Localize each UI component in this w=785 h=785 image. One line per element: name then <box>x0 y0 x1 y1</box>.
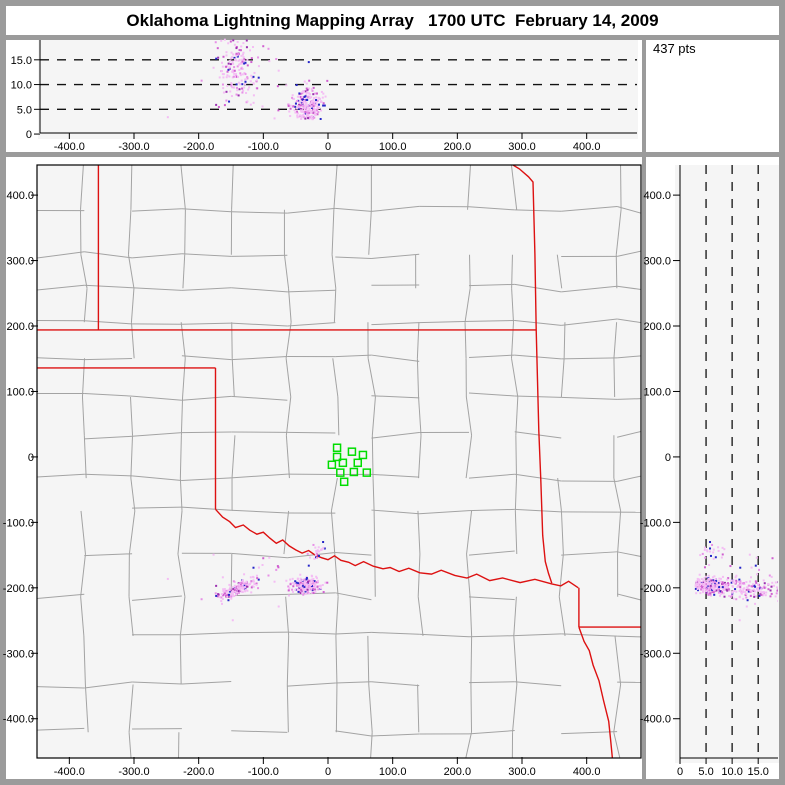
lma-station-marker <box>347 447 357 456</box>
tick-label: 0 <box>325 766 331 778</box>
tick-label: -100.0 <box>248 141 279 153</box>
station-markers <box>327 443 372 487</box>
lma-station-marker <box>336 468 345 477</box>
ew-altitude-plot-area[interactable] <box>38 40 638 139</box>
tick-label: 200.0 <box>444 141 472 153</box>
tick-label: -300.0 <box>118 766 149 778</box>
lma-station-marker <box>353 458 363 468</box>
tick-label: -200.0 <box>3 583 34 595</box>
state-borders <box>37 165 641 758</box>
tick-label: -100.0 <box>640 517 671 529</box>
tick-label: 0 <box>26 129 32 141</box>
tick-label: -200.0 <box>183 766 214 778</box>
lma-station-marker <box>338 458 348 468</box>
window-title: Oklahoma Lightning Mapping Array 1700 UT… <box>126 11 659 30</box>
tick-label: -200.0 <box>640 583 671 595</box>
lma-station-marker <box>339 477 349 487</box>
tick-label: 200.0 <box>6 321 34 333</box>
tick-label: 400.0 <box>643 190 671 202</box>
tick-label: -400.0 <box>54 141 85 153</box>
tick-label: -100.0 <box>3 517 34 529</box>
lightning-points-ew-altitude <box>166 38 329 121</box>
tick-label: 5.0 <box>17 104 32 116</box>
tick-label: 100.0 <box>379 141 407 153</box>
tick-label: 300.0 <box>508 766 536 778</box>
tick-label: 5.0 <box>698 766 713 778</box>
lma-station-marker <box>358 450 368 460</box>
tick-label: 10.0 <box>721 766 742 778</box>
tick-label: 10.0 <box>11 80 32 92</box>
tick-label: 0 <box>28 452 34 464</box>
points-count-label: 437 pts <box>653 41 696 56</box>
tick-label: 15.0 <box>747 766 768 778</box>
tick-label: 400.0 <box>6 190 34 202</box>
points-count-box <box>646 40 779 152</box>
tick-label: -100.0 <box>248 766 279 778</box>
lma-station-marker <box>362 468 372 477</box>
tick-label: 100.0 <box>6 386 34 398</box>
tick-label: 15.0 <box>11 55 32 67</box>
ns-altitude-plot-area[interactable] <box>675 165 779 763</box>
title-bar <box>6 6 779 35</box>
lma-station-marker <box>349 467 359 477</box>
tick-label: 300.0 <box>508 141 536 153</box>
lightning-points-ns-altitude <box>694 541 778 622</box>
tick-label: 300.0 <box>643 256 671 268</box>
tick-label: 0 <box>677 766 683 778</box>
tick-label: 200.0 <box>444 766 472 778</box>
state-border-tx-la <box>578 626 614 758</box>
tick-label: 400.0 <box>573 766 601 778</box>
altitude-reference-lines <box>40 59 759 758</box>
tick-label: 0 <box>665 452 671 464</box>
tick-label: -400.0 <box>640 714 671 726</box>
state-border-ks-mo-ok-ar-east <box>512 165 553 584</box>
axes-and-ticks: 0 5.0 10.0 15.0 -400.0 -300.0 -200.0 -100.0 0 100… <box>3 40 778 778</box>
tick-label: -400.0 <box>3 714 34 726</box>
tick-label: 300.0 <box>6 256 34 268</box>
tick-label: -300.0 <box>3 648 34 660</box>
tick-label: -300.0 <box>640 648 671 660</box>
tick-label: 100.0 <box>379 766 407 778</box>
lma-station-marker <box>327 460 337 470</box>
tick-label: -400.0 <box>54 766 85 778</box>
lma-station-marker <box>332 443 342 453</box>
tick-label: 200.0 <box>643 321 671 333</box>
tick-label: -300.0 <box>118 141 149 153</box>
lightning-points-plan-view <box>166 541 329 622</box>
lma-station-marker <box>332 452 342 462</box>
tick-label: 100.0 <box>643 386 671 398</box>
tick-label: 0 <box>325 141 331 153</box>
tick-label: 400.0 <box>573 141 601 153</box>
state-border-red-river <box>214 508 579 589</box>
tick-label: -200.0 <box>183 141 214 153</box>
